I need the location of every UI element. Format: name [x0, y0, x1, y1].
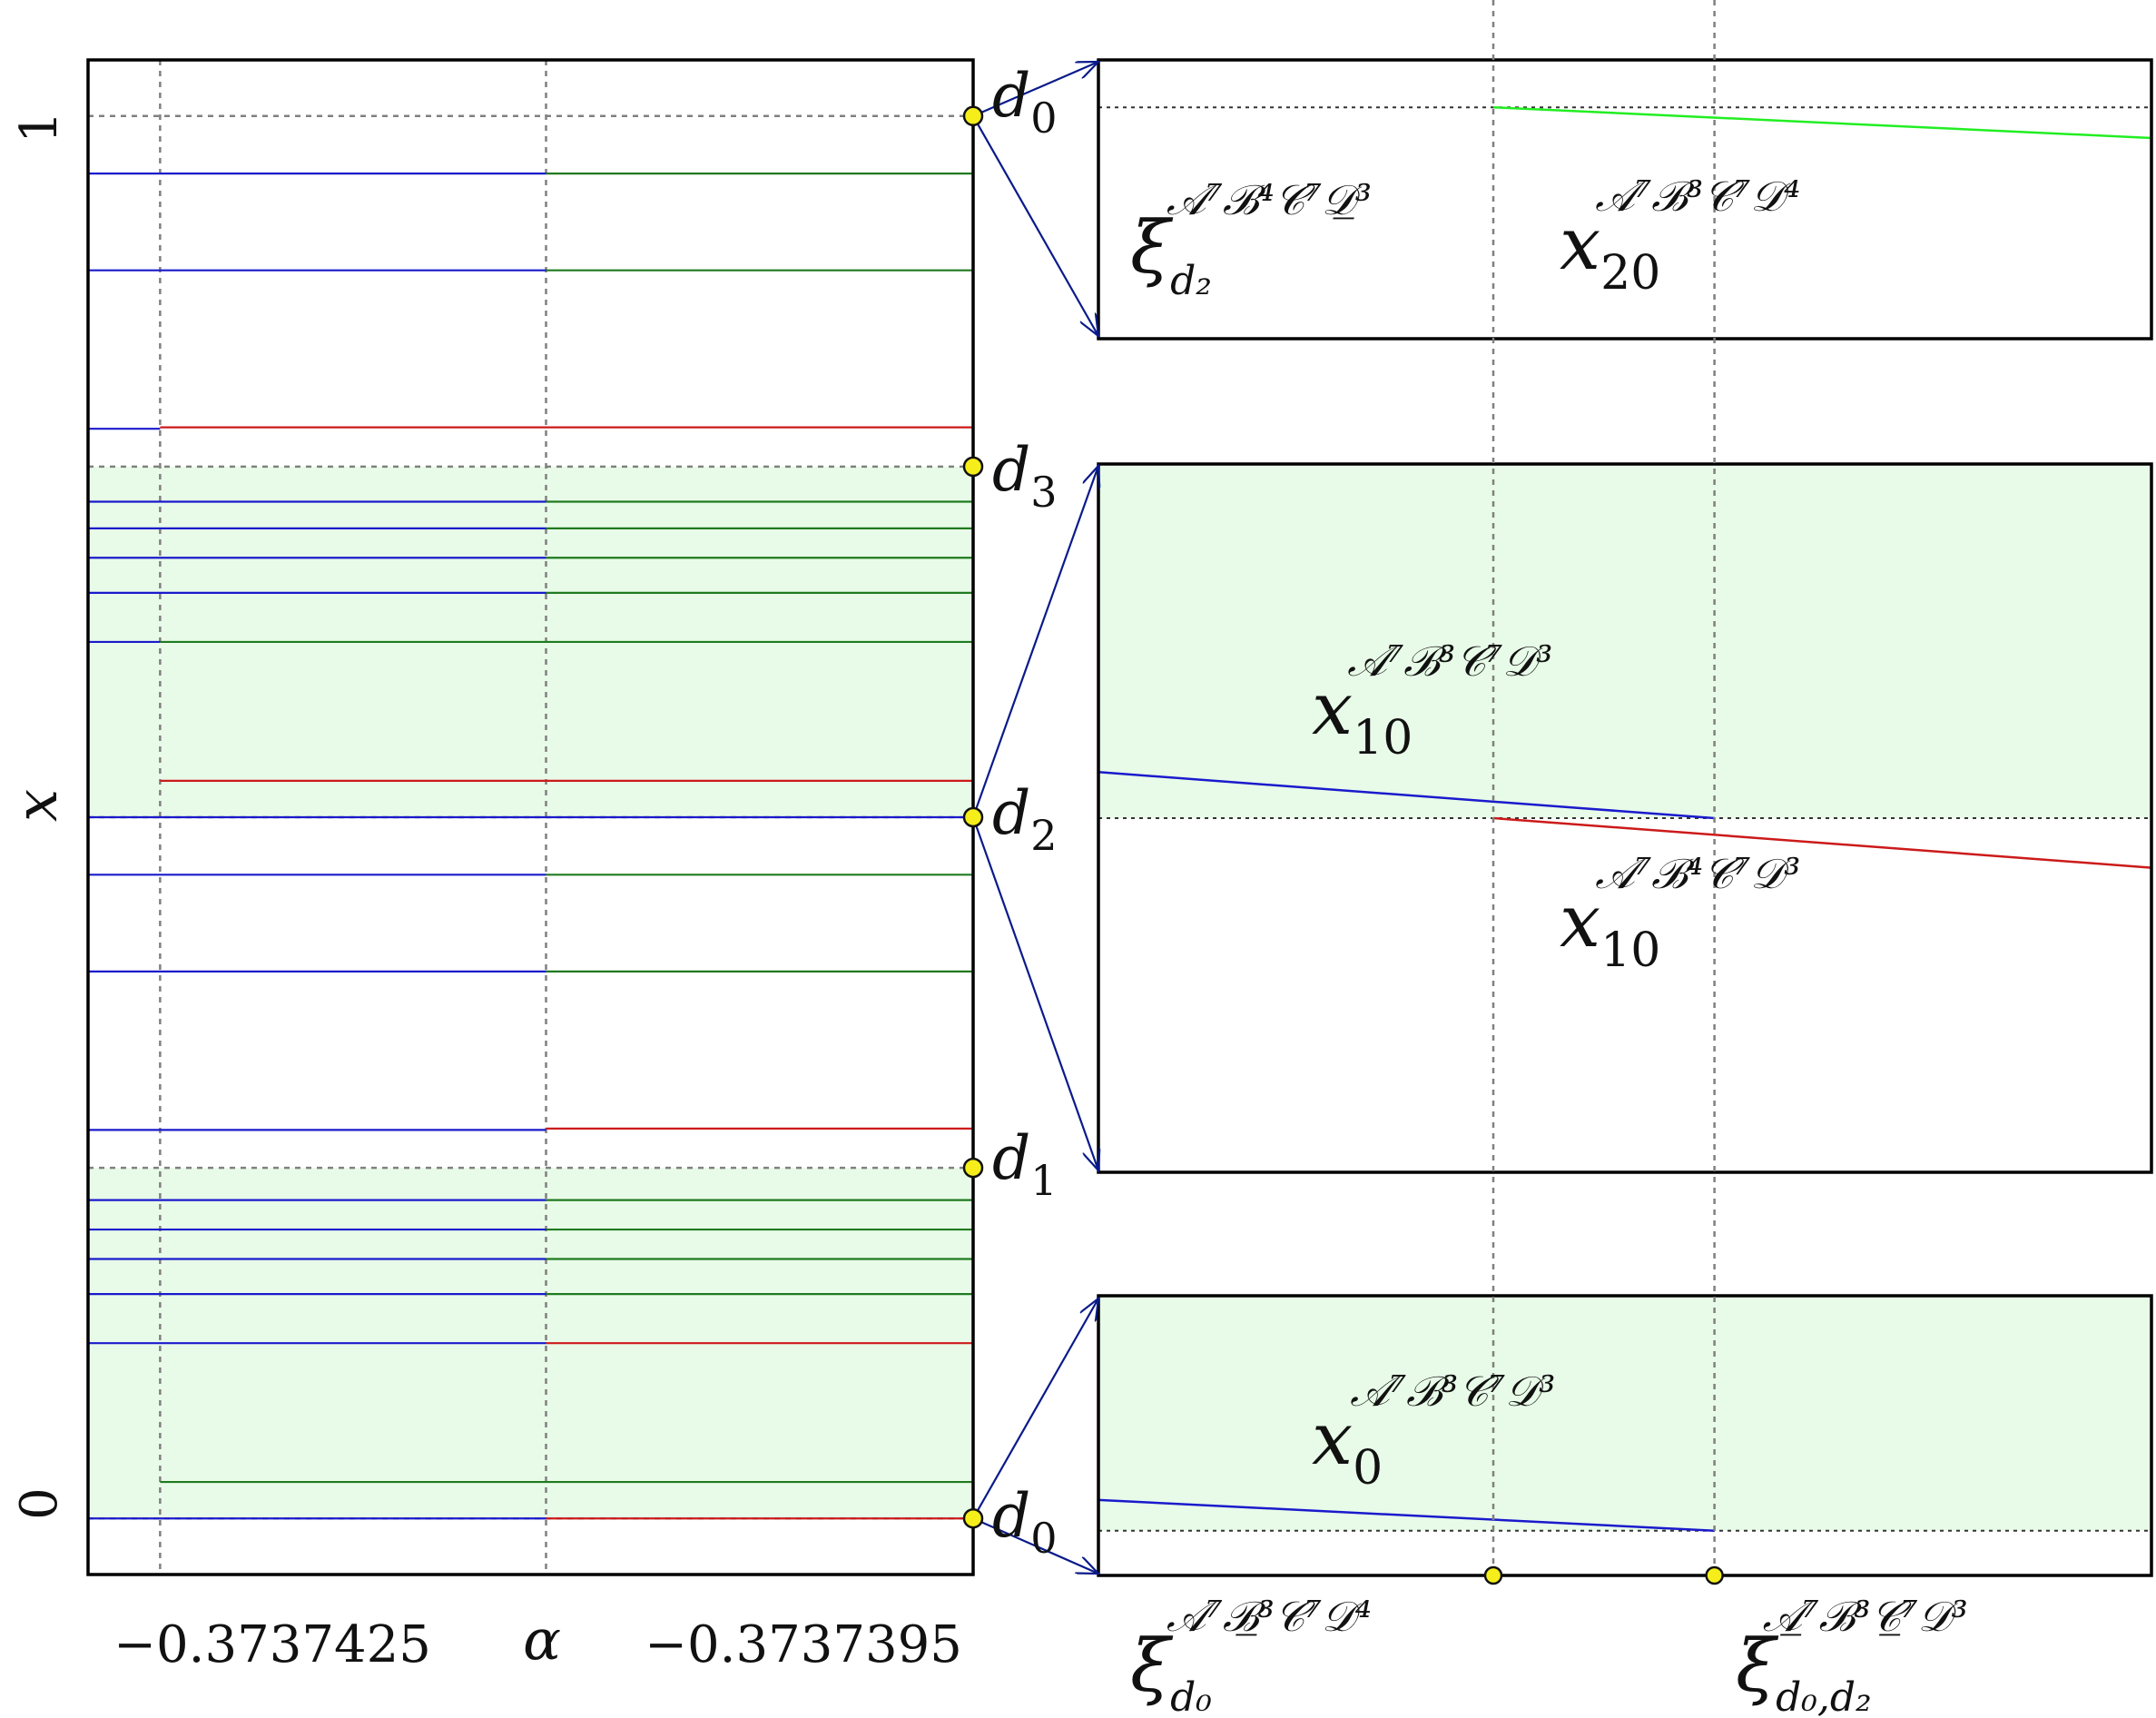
zoom-bottom-frame [1097, 1294, 2153, 1577]
markers [962, 105, 1724, 1585]
point-marker [962, 105, 984, 127]
label-x10-red: x10𝒜⁷ℬ⁴𝒞⁷𝒟³ [1560, 849, 1800, 978]
zoom-arrow [971, 466, 1098, 818]
point-marker [1705, 1565, 1724, 1585]
zoom-arrow [971, 816, 1098, 1170]
point-label-d1: d1 [992, 1123, 1058, 1205]
zoom-vertical-guides [1491, 0, 1716, 1578]
zoom-line [1098, 771, 1715, 820]
y-tick-label: 1 [10, 111, 69, 143]
point-marker [962, 1507, 984, 1529]
label-x0: x0𝒜⁷ℬ³𝒞⁷𝒟³ [1312, 1367, 1555, 1496]
point-label-d3: d3 [992, 435, 1058, 517]
main-segments [88, 173, 973, 1520]
x-tick-label: −0.3737395 [645, 1615, 962, 1674]
point-marker [962, 1157, 984, 1179]
zoom-arrow [972, 62, 1098, 117]
label-xi-d2: ξd₂𝒜⁷ℬ⁴𝒞⁷𝒟̲³ [1130, 175, 1372, 304]
zoom-middle-frame [1097, 462, 2153, 1174]
point-marker [962, 456, 984, 478]
zoom-line [1492, 816, 2152, 869]
label-x10-blue: x10𝒜⁷ℬ³𝒞⁷𝒟³ [1312, 637, 1552, 765]
x-axis-label: α [523, 1606, 561, 1673]
zoom-arrow [972, 1298, 1098, 1519]
point-label-d0-top: d0 [992, 61, 1058, 143]
y-axis-label: x [4, 789, 71, 822]
zoom-arrow [972, 1517, 1098, 1574]
label-xi-d0d2: ξd₀,d₂𝒜̲⁷ℬ³𝒞̲⁷𝒟³ [1736, 1592, 1968, 1718]
point-label-d2: d2 [992, 778, 1058, 860]
label-xi-d0: ξd₀𝒜⁷ℬ̲³𝒞⁷𝒟⁴ [1130, 1592, 1372, 1718]
main-shaded-bands [88, 466, 973, 1519]
zoom-arrows [971, 62, 1098, 1574]
zoom-line [1098, 1498, 1715, 1532]
point-marker [1483, 1565, 1503, 1585]
zoom-shaded-region [1098, 464, 2151, 818]
zoom-shaded-region [1098, 1296, 2151, 1531]
zoom-arrow [972, 115, 1098, 336]
zoom-line [1492, 105, 2152, 140]
point-label-d0-bottom: d0 [992, 1481, 1058, 1563]
zoom-top-frame [1097, 58, 2153, 341]
zoom-shaded-regions [1098, 464, 2151, 1531]
y-tick-label: 0 [10, 1487, 69, 1520]
zoom-lines [1098, 105, 2152, 1532]
x-tick-label: −0.3737425 [113, 1615, 431, 1674]
label-x20: x20𝒜⁷ℬ³𝒞⁷𝒟⁴ [1560, 172, 1800, 301]
point-marker [962, 806, 984, 828]
